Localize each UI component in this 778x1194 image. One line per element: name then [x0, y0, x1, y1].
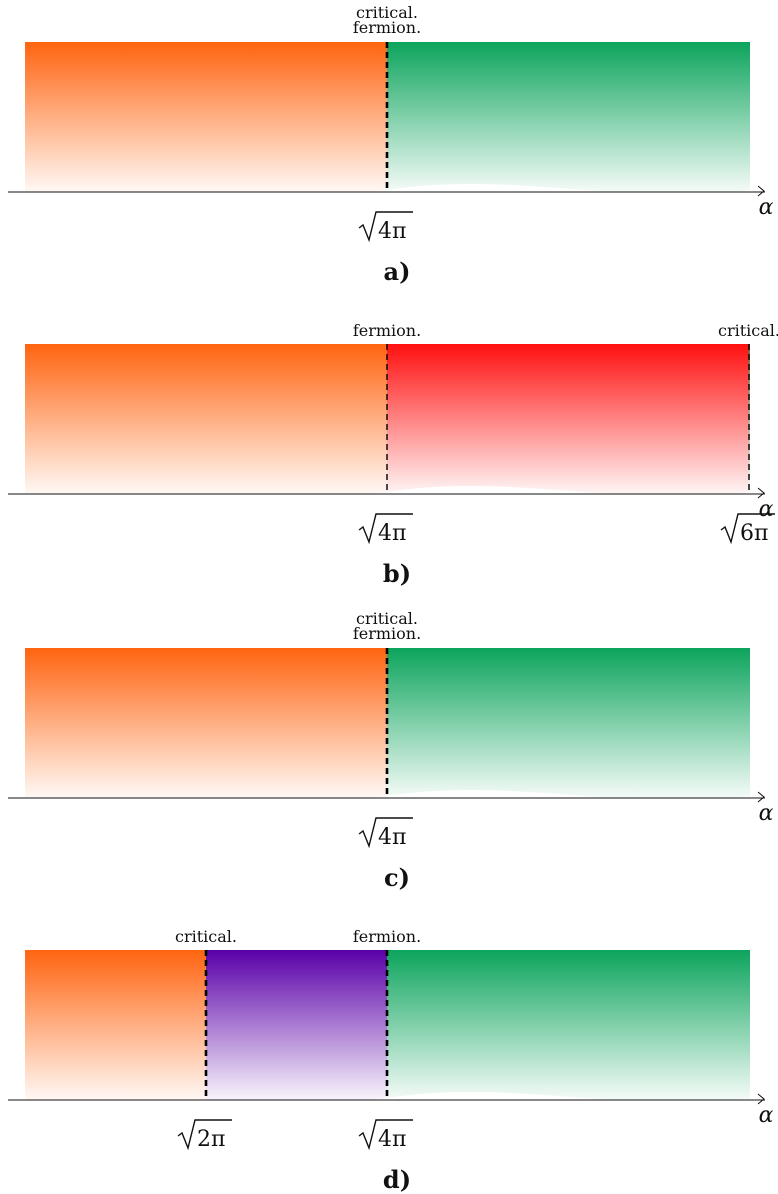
- region-red: [387, 344, 749, 494]
- tick-label-sqrt: 6π: [720, 513, 775, 546]
- transition-label: critical.: [175, 927, 237, 946]
- transition-label: critical.: [718, 321, 778, 340]
- axis-variable-label: α: [759, 801, 774, 826]
- transition-label: fermion.: [353, 18, 421, 37]
- panel-b: α fermion. 4π critical. 6π b): [8, 321, 778, 588]
- sqrt-icon: [358, 817, 413, 849]
- tick-radicand: 2π: [197, 1127, 225, 1152]
- transition-label: critical.: [356, 3, 418, 22]
- transition-label: fermion.: [353, 624, 421, 643]
- tick-label-sqrt: 4π: [358, 211, 413, 244]
- sqrt-icon: [358, 211, 413, 243]
- transition-label: critical.: [356, 609, 418, 628]
- region-purple: [206, 950, 387, 1100]
- tick-radicand: 6π: [740, 521, 768, 546]
- panel-a: α critical.fermion. 4π a): [8, 3, 774, 286]
- tick-radicand: 4π: [378, 825, 406, 850]
- axis-variable-label: α: [759, 195, 774, 220]
- tick-label-sqrt: 4π: [358, 817, 413, 850]
- sqrt-icon: [358, 1119, 413, 1151]
- panel-d: α critical. 2π fermion. 4π d): [8, 927, 774, 1194]
- region-green: [387, 648, 750, 798]
- band-edge: [25, 790, 750, 828]
- sqrt-icon: [358, 513, 413, 545]
- panel-label: b): [383, 559, 411, 588]
- transition-label: fermion.: [353, 927, 421, 946]
- panel-label: a): [384, 257, 411, 286]
- tick-radicand: 4π: [378, 219, 406, 244]
- tick-radicand: 4π: [378, 1127, 406, 1152]
- tick-label-sqrt: 4π: [358, 1119, 413, 1152]
- panel-label: d): [383, 1165, 411, 1194]
- band-edge: [25, 486, 750, 524]
- region-orange: [25, 42, 387, 192]
- axis-arrow-icon: [757, 185, 765, 197]
- band-edge: [25, 184, 750, 222]
- axis-variable-label: α: [759, 1103, 774, 1128]
- tick-radicand: 4π: [378, 521, 406, 546]
- panel-label: c): [384, 863, 410, 892]
- region-orange: [25, 648, 387, 798]
- sqrt-icon: [177, 1119, 232, 1151]
- tick-label-sqrt: 2π: [177, 1119, 232, 1152]
- tick-label-sqrt: 4π: [358, 513, 413, 546]
- region-orange: [25, 950, 206, 1100]
- transition-label: fermion.: [353, 321, 421, 340]
- axis-arrow-icon: [757, 487, 765, 499]
- panel-c: α critical.fermion. 4π c): [8, 609, 774, 892]
- axis-arrow-icon: [757, 791, 765, 803]
- region-green: [387, 950, 750, 1100]
- axis-arrow-icon: [757, 1093, 765, 1105]
- axis-variable-label: α: [759, 497, 774, 522]
- region-orange: [25, 344, 387, 494]
- region-green: [387, 42, 750, 192]
- sqrt-icon: [720, 513, 775, 545]
